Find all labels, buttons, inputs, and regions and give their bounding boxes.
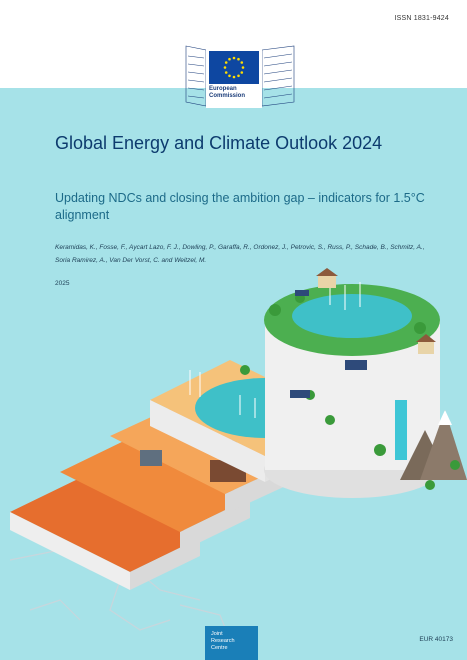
step-2 — [60, 438, 250, 552]
author-list: Keramidas, K., Fosse, F., Aycart Lazo, F… — [55, 244, 425, 264]
solar-panels — [290, 290, 367, 398]
wind-turbines — [189, 280, 361, 418]
jrc-logo: Joint Research Centre — [205, 626, 258, 660]
european-commission-logo: European Commission — [182, 42, 300, 110]
page-title: Global Energy and Climate Outlook 2024 — [55, 133, 383, 153]
cover-illustration — [9, 268, 467, 641]
top-platform — [264, 284, 440, 498]
logo-text: European Commission — [209, 86, 246, 99]
page-subtitle: Updating NDCs and closing the ambition g… — [55, 191, 425, 222]
houses — [316, 268, 436, 354]
step-1 — [10, 478, 200, 590]
commission-building-icon — [185, 45, 295, 107]
publication-year: 2025 — [55, 280, 70, 287]
report-number: EUR 40173 — [419, 636, 453, 643]
jrc-text: Joint Research Centre — [211, 631, 235, 651]
issn-number: ISSN 1831-9424 — [394, 15, 449, 22]
eu-flag-icon — [209, 51, 259, 84]
